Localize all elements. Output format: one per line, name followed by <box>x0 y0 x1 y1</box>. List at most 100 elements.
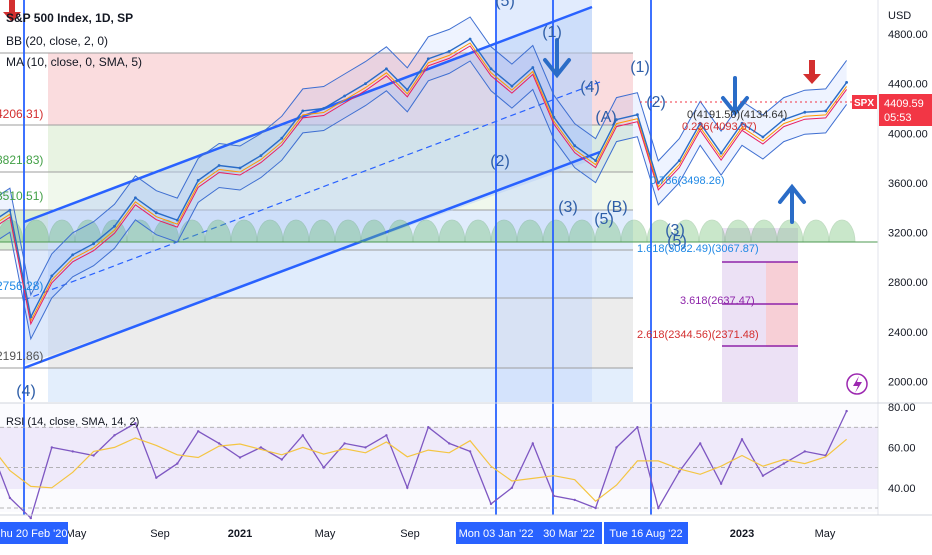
rsi-point-16 <box>323 466 325 468</box>
arc-32 <box>829 220 855 242</box>
chart-title-text: S&P 500 Index, 1D, SP <box>6 11 133 25</box>
rsi-point-39 <box>804 450 806 452</box>
spx-price-point-4 <box>71 253 74 256</box>
spx-price-point-20 <box>406 88 409 91</box>
price-tick-5: 4000.00 <box>888 128 928 140</box>
rsi-point-15 <box>302 434 304 436</box>
rsi-tick-0: 40.00 <box>888 483 916 495</box>
price-tick-1: 2400.00 <box>888 327 928 339</box>
spx-price-point-26 <box>531 66 534 69</box>
rsi-point-5 <box>92 454 94 456</box>
rsi-point-35 <box>720 483 722 485</box>
time-tick-4: Sep <box>400 528 420 540</box>
arc-29 <box>751 220 777 242</box>
rsi-point-2 <box>30 517 32 519</box>
fib-left-label-4: (2191.86) <box>0 349 43 363</box>
rsi-point-3 <box>51 446 53 448</box>
spx-price-point-12 <box>239 167 242 170</box>
rsi-indicator-label[interactable]: RSI (14, close, SMA, 14, 2) <box>6 416 139 428</box>
rsi-point-32 <box>657 507 659 509</box>
time-tick-0: May <box>66 528 87 540</box>
rsi-point-36 <box>741 438 743 440</box>
time-highlight-label-0: hu 20 Feb '20 <box>1 528 68 540</box>
fib-right-label-5: 2.618(2344.56)(2371.48) <box>637 329 759 341</box>
wave-label-7: (A) <box>595 109 616 126</box>
rsi-tick-1: 60.00 <box>888 442 916 454</box>
spx-price-point-29 <box>594 159 597 162</box>
price-tick-4: 3600.00 <box>888 178 928 190</box>
spx-price-point-2 <box>29 316 32 319</box>
rsi-point-11 <box>218 442 220 444</box>
spx-price-point-18 <box>364 82 367 85</box>
time-tick-3: May <box>315 528 336 540</box>
spx-price-point-39 <box>803 111 806 114</box>
rsi-point-26 <box>532 442 534 444</box>
bb-indicator-label[interactable]: BB (20, close, 2, 0) <box>6 34 108 48</box>
countdown-value: 05:53 <box>884 112 912 124</box>
rsi-point-23 <box>469 450 471 452</box>
spx-price-point-23 <box>469 38 472 41</box>
wave-label-9: (1) <box>630 59 650 76</box>
fib-right-label-0: 0(4191.50)(4134.64) <box>687 109 787 121</box>
fib-left-label-0: (4206.31) <box>0 107 43 121</box>
alert-bolt-glyph <box>853 376 862 393</box>
spx-price-point-21 <box>427 57 430 60</box>
time-tick-8: 2023 <box>730 528 754 540</box>
rsi-tick-2: 80.00 <box>888 402 916 414</box>
price-tick-0: 2000.00 <box>888 376 928 388</box>
rsi-point-9 <box>176 462 178 464</box>
blue-arrow-up <box>780 187 804 222</box>
spx-price-point-10 <box>197 179 200 182</box>
spx-price-point-28 <box>573 144 576 147</box>
rsi-point-37 <box>762 475 764 477</box>
rsi-point-30 <box>615 446 617 448</box>
time-highlight-label-2: 30 Mar '22 <box>543 528 595 540</box>
spx-price-point-11 <box>218 164 221 167</box>
rsi-point-17 <box>343 442 345 444</box>
time-tick-1: Sep <box>150 528 170 540</box>
rsi-point-6 <box>113 434 115 436</box>
rsi-point-13 <box>260 446 262 448</box>
spx-price-point-33 <box>678 159 681 162</box>
spx-price-point-24 <box>490 67 493 70</box>
rsi-point-14 <box>281 458 283 460</box>
arc-30 <box>777 220 803 242</box>
rsi-point-27 <box>553 495 555 497</box>
rsi-point-18 <box>364 446 366 448</box>
ma-indicator-label[interactable]: MA (10, close, 0, SMA, 5) <box>6 55 142 69</box>
rsi-point-29 <box>594 507 596 509</box>
rsi-point-31 <box>636 426 638 428</box>
spx-price-point-25 <box>511 85 514 88</box>
wave-label-3: (2) <box>490 153 510 170</box>
spx-price-point-13 <box>260 154 263 157</box>
currency-label: USD <box>888 10 911 22</box>
spx-price-point-6 <box>113 225 116 228</box>
time-tick-9: May <box>815 528 836 540</box>
time-tick-2: 2021 <box>228 528 252 540</box>
spx-price-point-9 <box>176 219 179 222</box>
rsi-point-34 <box>699 442 701 444</box>
spx-price-point-31 <box>636 113 639 116</box>
rsi-point-4 <box>72 450 74 452</box>
rsi-point-28 <box>574 499 576 501</box>
spx-price-point-3 <box>50 275 53 278</box>
wave-label-5: (4) <box>580 79 600 96</box>
fib-left-label-3: (2756.28) <box>0 279 43 293</box>
spx-price-point-19 <box>385 67 388 70</box>
spx-price-point-17 <box>343 95 346 98</box>
wave-label-4: (3) <box>558 199 578 216</box>
spx-price-point-37 <box>762 136 765 139</box>
wave-label-1: (5) <box>495 0 515 10</box>
rsi-point-38 <box>783 462 785 464</box>
red-arrow-down-right-shaft <box>809 60 815 74</box>
chart-title: S&P 500 Index, 1D, SP <box>6 11 133 25</box>
spx-price-point-16 <box>322 107 325 110</box>
price-tick-7: 4800.00 <box>888 29 928 41</box>
arc-31 <box>803 220 829 242</box>
last-price-value: 4409.59 <box>884 98 924 110</box>
spx-price-point-40 <box>824 110 827 113</box>
fib-right-label-3: 1.618(3082.49)(3067.87) <box>637 243 759 255</box>
rsi-point-1 <box>9 497 11 499</box>
